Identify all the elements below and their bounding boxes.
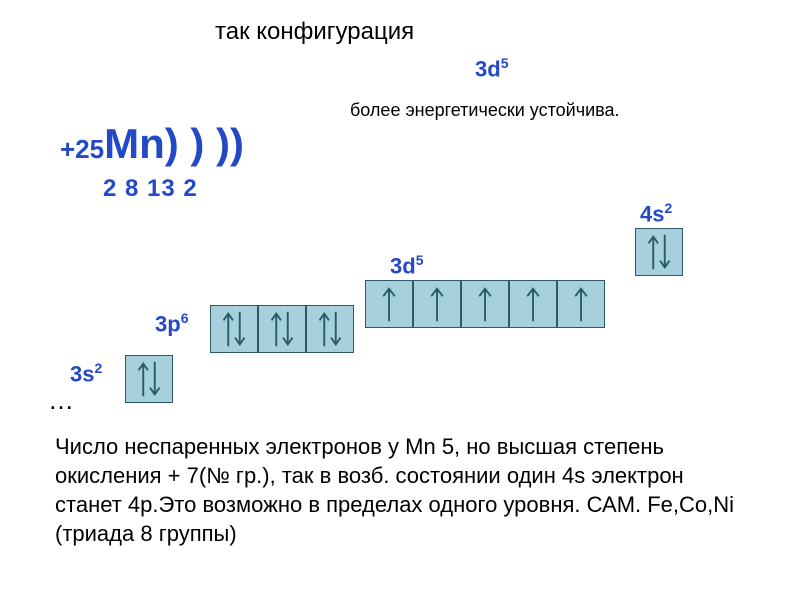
sublevel-3d-base: 3d [390,253,416,278]
continues-dots: … [48,385,78,416]
sublevel-3d-sup: 5 [416,252,424,268]
orbital-cell [306,305,354,353]
orbital-row-3d [365,280,605,328]
sublevel-4s-base: 4s [640,201,664,226]
orbital-cell [258,305,306,353]
electron-updown-icon [211,306,257,352]
orbital-cell [413,280,461,328]
electron-up-icon [462,281,508,327]
sublevel-4s-sup: 2 [664,200,672,216]
orbital-cell [210,305,258,353]
electron-up-icon [558,281,604,327]
orbital-cell [365,280,413,328]
explanation-paragraph: Число неспаренных электронов у Mn 5, но … [55,432,755,548]
electron-updown-icon [307,306,353,352]
electron-up-icon [510,281,556,327]
config-3d5-sup: 5 [501,55,509,71]
electron-up-icon [366,281,412,327]
config-3d5-label: 3d5 [475,55,508,82]
orbital-row-3s [125,355,173,403]
electron-updown-icon [636,229,682,275]
element-shell-counts: 2 8 13 2 [103,175,198,203]
element-notation: +25Mn) ) )) [60,120,244,168]
title: так конфигурация [215,18,414,46]
sublevel-3s-base: 3s [70,361,94,386]
stability-note: более энергетически устойчива. [350,100,620,121]
orbital-cell [125,355,173,403]
element-symbol: Mn) ) )) [104,120,244,167]
element-charge: +25 [60,134,104,164]
sublevel-3p-base: 3p [155,311,181,336]
orbital-cell [557,280,605,328]
orbital-row-3p [210,305,354,353]
config-3d5-base: 3d [475,56,501,81]
electron-updown-icon [126,356,172,402]
sublevel-label-4s2: 4s2 [640,200,672,227]
sublevel-3s-sup: 2 [94,360,102,376]
orbital-row-4s [635,228,683,276]
orbital-cell [509,280,557,328]
sublevel-label-3d5: 3d5 [390,252,423,279]
sublevel-3p-sup: 6 [181,310,189,326]
electron-up-icon [414,281,460,327]
orbital-cell [461,280,509,328]
orbital-cell [635,228,683,276]
electron-updown-icon [259,306,305,352]
sublevel-label-3s2: 3s2 [70,360,102,387]
sublevel-label-3p6: 3p6 [155,310,188,337]
